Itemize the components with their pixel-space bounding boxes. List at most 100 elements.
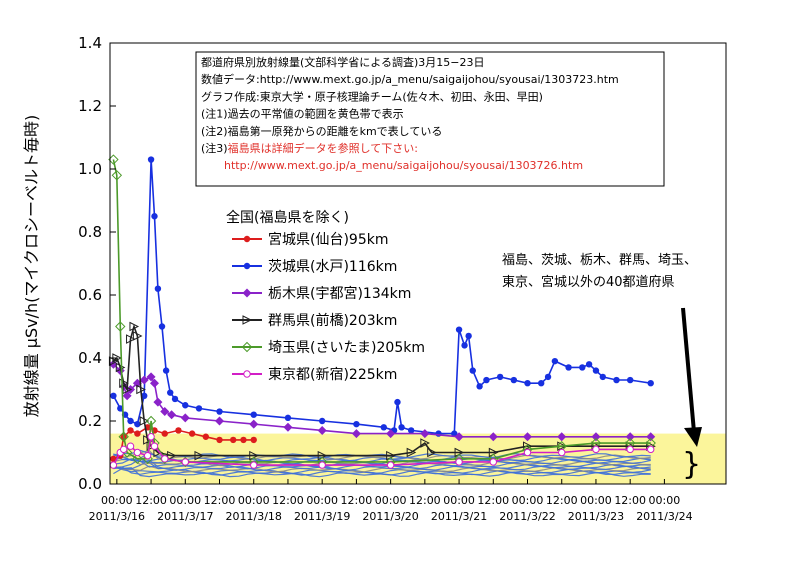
data-point [469,367,476,374]
data-point [182,402,189,409]
data-point [133,448,142,457]
series-1 [110,156,654,437]
data-point [585,361,593,368]
data-point [249,419,259,429]
note-line: (注1)過去の平常値の範囲を黄色帯で表示 [201,107,404,121]
data-point [132,331,143,341]
data-point [386,429,396,439]
y-tick-label: 0.2 [78,412,102,430]
series-line [112,159,651,463]
callout-brace: } [682,447,701,482]
x-tick-time-label: 00:00 [169,494,201,507]
data-point [216,436,223,444]
data-point [202,433,210,440]
data-point [151,213,158,220]
x-tick-time-label: 00:00 [101,494,133,507]
data-point [591,432,601,442]
x-tick-time-label: 12:00 [614,494,646,507]
note-red-part: 福島県は詳細データを参照して下さい: [228,141,418,155]
data-point [250,436,257,444]
background-line [113,466,651,476]
data-point [167,410,177,420]
data-point [119,445,128,454]
data-point [108,356,119,366]
data-point [134,430,141,437]
data-point [420,429,430,439]
data-point [136,384,146,395]
data-point [162,367,170,374]
series-4 [108,154,656,468]
data-point [167,450,177,461]
data-point [398,424,405,431]
data-point [215,416,225,426]
callout-line: 東京、宮城以外の40都道府県 [502,274,675,290]
series-layer [108,154,656,469]
data-point [129,321,140,332]
data-point [154,285,162,292]
data-point [139,416,150,426]
x-tick-time-label: 12:00 [341,494,373,507]
data-point [241,341,253,353]
notes: 都道府県別放射線量(文部科学省による調査)3月15−23日数値データ:http:… [201,55,619,172]
data-point [161,430,168,437]
background-line [113,456,651,465]
note-line: 数値データ:http://www.mext.go.jp/a_menu/saiga… [201,72,619,86]
data-point [243,370,251,378]
data-point [127,427,134,434]
note-line: http://www.mext.go.jp/a_menu/saigaijohou… [224,159,583,172]
data-point [110,455,117,462]
data-point [451,430,458,437]
y-axis-label: 放射線量 μSv/h(マイクロシーベルト毎時) [22,115,41,418]
data-point [523,448,532,457]
legend-title: 全国(福島県を除く) [226,209,349,226]
background-line [113,449,651,461]
data-point [126,442,135,450]
x-tick-time-label: 00:00 [306,494,338,507]
data-point [109,461,118,469]
plot-frame [109,42,727,485]
note-plain-part: (注3) [201,141,228,155]
data-point [613,376,620,384]
data-point [599,373,606,381]
background-line [113,466,651,475]
x-tick-time-label: 12:00 [204,494,236,507]
x-tick-time-label: 12:00 [135,494,167,507]
data-point [538,380,545,387]
y-tick-label: 1.4 [78,34,102,52]
data-point [115,362,126,373]
data-point [523,432,533,442]
data-point [134,420,141,428]
data-point [127,417,134,425]
legend: 宮城県(仙台)95km 茨城県(水戸)116km 栃木県(宇都宮)134km 群馬県(… [232,232,425,383]
x-tick-time-label: 00:00 [649,494,681,507]
data-point [565,364,572,371]
y-tick-label: 1.2 [78,97,102,115]
data-point [216,408,223,415]
data-point [132,453,143,465]
data-point [243,262,251,270]
data-point [353,420,360,428]
data-point [115,321,126,332]
data-point [496,373,504,381]
legend-label: 東京都(新宿)225km [268,366,397,383]
background-line [113,454,651,464]
data-point [119,378,129,389]
x-tick-date-label: 2011/3/24 [636,510,692,523]
data-point [386,461,395,469]
series-line [112,323,651,457]
data-point [557,432,567,442]
x-tick-date-label: 2011/3/22 [499,510,555,523]
x-tick-time-label: 12:00 [409,494,441,507]
data-point [284,414,292,422]
data-point [167,389,174,396]
x-tick-time-label: 00:00 [512,494,544,507]
data-point [117,405,124,412]
x-tick-time-label: 00:00 [443,494,475,507]
data-point [153,397,163,407]
data-point [626,376,634,384]
x-tick-date-label: 2011/3/23 [568,510,624,523]
data-point [230,436,237,444]
data-point [141,392,148,399]
data-point [110,392,117,399]
